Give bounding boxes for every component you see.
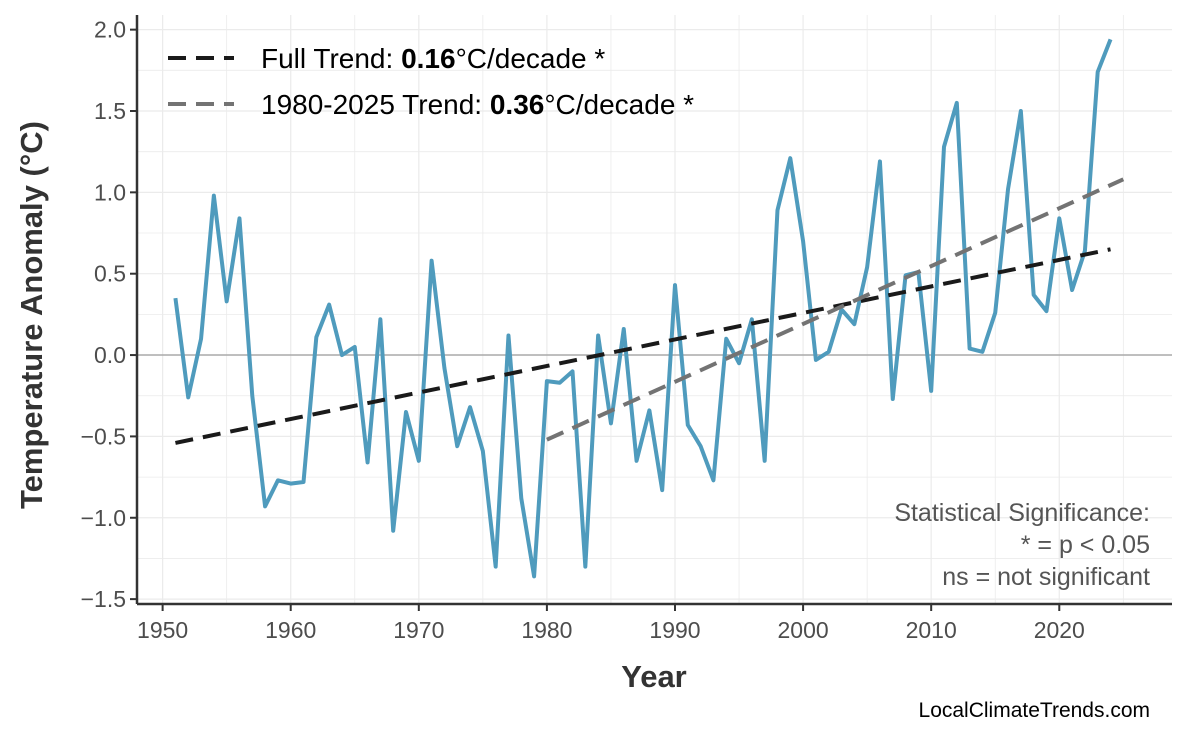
- x-tick-label: 2000: [778, 617, 829, 643]
- note-line: ns = not significant: [942, 563, 1150, 591]
- x-tick-label: 2010: [906, 617, 957, 643]
- x-tick-label: 1990: [649, 617, 700, 643]
- x-tick-label: 1980: [521, 617, 572, 643]
- significance-note: Statistical Significance: * = p < 0.05 n…: [894, 499, 1150, 591]
- y-tick-label: −1.5: [81, 586, 126, 612]
- y-tick-label: −1.0: [81, 505, 126, 531]
- y-axis-label: Temperature Anomaly (°C): [14, 121, 49, 509]
- x-axis-label: Year: [621, 659, 687, 694]
- y-tick-label: 1.5: [94, 98, 126, 124]
- anomaly-series-line: [173, 38, 1113, 579]
- x-tick-label: 2020: [1034, 617, 1085, 643]
- x-tick-label: 1960: [265, 617, 316, 643]
- y-tick-label: −0.5: [81, 423, 126, 449]
- y-tick-label: 1.0: [94, 179, 126, 205]
- x-tick-label: 1950: [137, 617, 188, 643]
- legend-full-trend: Full Trend: 0.16°C/decade *: [261, 43, 605, 74]
- recent-trend-line: [546, 177, 1125, 442]
- axis-ticks: 1950 1960 1970 1980 1990 2000 2010 2020 −1.5 −1.0…: [81, 17, 1085, 643]
- full-trend-line: [175, 247, 1111, 445]
- y-tick-label: 0.0: [94, 342, 126, 368]
- legend: Full Trend: 0.16°C/decade * 1980-2025 Tr…: [168, 43, 694, 120]
- x-tick-label: 1970: [393, 617, 444, 643]
- legend-recent-trend: 1980-2025 Trend: 0.36°C/decade *: [261, 89, 694, 120]
- y-tick-label: 2.0: [94, 17, 126, 43]
- note-line: * = p < 0.05: [1021, 531, 1150, 559]
- site-credit: LocalClimateTrends.com: [919, 699, 1150, 722]
- note-line: Statistical Significance:: [894, 499, 1150, 527]
- y-tick-label: 0.5: [94, 261, 126, 287]
